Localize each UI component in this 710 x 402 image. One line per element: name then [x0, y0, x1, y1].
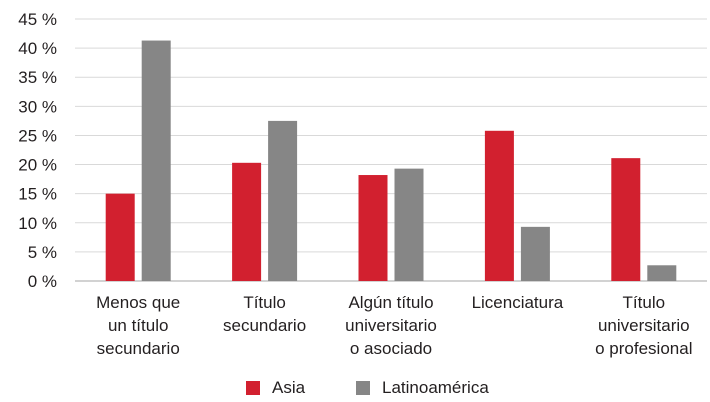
legend-swatch-asia [246, 381, 260, 395]
x-category-label: Título universitario o profesional [595, 293, 692, 358]
y-tick-label: 45 % [18, 10, 57, 29]
bar-chart: 0 % 5 % 10 % 15 % 20 % 25 % 30 % 35 % 40 % 45 % M… [18, 10, 707, 358]
legend-label-latinoamerica: Latinoamérica [382, 378, 489, 397]
bar-latinoam-rica [141, 40, 171, 281]
bar-latinoam-rica [520, 226, 550, 281]
x-category-label: Título secundario [223, 293, 306, 335]
y-tick-label: 10 % [18, 214, 57, 233]
bar-asia [611, 158, 641, 281]
y-tick-label: 30 % [18, 97, 57, 116]
y-tick-label: 35 % [18, 68, 57, 87]
legend-label-asia: Asia [272, 378, 306, 397]
bars [105, 40, 677, 281]
legend: Asia Latinoamérica [0, 374, 710, 402]
y-tick-label: 20 % [18, 156, 57, 175]
y-tick-label: 15 % [18, 185, 57, 204]
x-category-label: Licenciatura [472, 293, 564, 312]
x-category-label: Algún título universitario o asociado [345, 293, 437, 358]
bar-asia [232, 162, 262, 281]
gridlines [75, 18, 707, 282]
legend-item-latinoamerica: Latinoamérica [356, 374, 489, 402]
y-tick-label: 5 % [28, 243, 57, 262]
bar-latinoam-rica [268, 120, 298, 281]
bar-latinoam-rica [647, 265, 677, 281]
y-tick-label: 25 % [18, 126, 57, 145]
y-tick-label: 0 % [28, 272, 57, 291]
bar-asia [484, 130, 514, 281]
bar-asia [358, 175, 388, 281]
x-category-label: Menos que un título secundario [96, 293, 180, 358]
bar-latinoam-rica [394, 168, 424, 281]
x-axis-category-labels: Menos que un título secundario Título secund… [96, 293, 692, 358]
bar-asia [105, 193, 135, 281]
legend-item-asia: Asia [246, 374, 305, 402]
legend-swatch-latinoamerica [356, 381, 370, 395]
y-axis-tick-labels: 0 % 5 % 10 % 15 % 20 % 25 % 30 % 35 % 40 % 45 % [18, 10, 57, 291]
y-tick-label: 40 % [18, 39, 57, 58]
